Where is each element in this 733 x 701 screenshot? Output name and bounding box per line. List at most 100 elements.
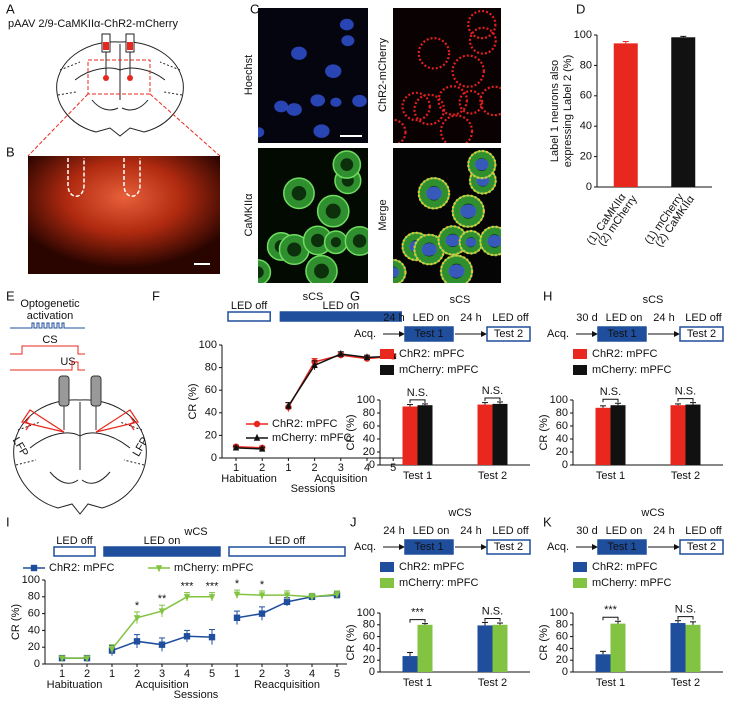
y-tick-label: 0 bbox=[369, 666, 375, 678]
bar bbox=[402, 406, 418, 465]
protocol-start: Acq. bbox=[547, 541, 569, 553]
x-tick-label: 1 bbox=[285, 462, 291, 474]
protocol-condition: LED on bbox=[413, 312, 450, 324]
panel-label: A bbox=[6, 1, 15, 16]
legend-label: ChR2: mPFC bbox=[399, 561, 464, 573]
marker bbox=[208, 594, 216, 601]
brain-diagram bbox=[13, 399, 147, 515]
chart-title: sCS bbox=[303, 291, 324, 303]
group-label: Acquisition bbox=[135, 679, 188, 691]
panel-label: K bbox=[543, 514, 552, 529]
bar bbox=[417, 624, 433, 672]
y-tick-label: 80 bbox=[556, 407, 568, 419]
chart-title: wCS bbox=[447, 507, 471, 519]
legend-swatch bbox=[573, 365, 587, 375]
arrow-head bbox=[592, 544, 598, 550]
protocol-condition: LED off bbox=[685, 525, 722, 537]
nucleus bbox=[460, 204, 477, 218]
significance-bracket bbox=[409, 619, 426, 623]
nucleus bbox=[421, 243, 437, 256]
nucleus bbox=[291, 46, 307, 60]
nucleus bbox=[325, 64, 342, 78]
cell-membrane bbox=[401, 91, 431, 122]
test-label: Test 1 bbox=[414, 328, 443, 340]
x-tick-label: 3 bbox=[159, 668, 165, 680]
chart-title: sCS bbox=[643, 294, 664, 306]
x-tick-label: 1 bbox=[59, 668, 65, 680]
y-tick-label: 40 bbox=[28, 624, 40, 636]
y-tick-label: 80 bbox=[556, 619, 568, 631]
cell-membrane bbox=[417, 176, 451, 210]
y-tick-label: 20 bbox=[363, 654, 375, 666]
protocol-start: Acq. bbox=[547, 328, 569, 340]
bar bbox=[402, 656, 418, 672]
y-tick-label: 20 bbox=[28, 641, 40, 653]
stimulus-label: activation bbox=[27, 310, 73, 322]
arrow-head bbox=[399, 544, 405, 550]
nucleus bbox=[339, 18, 354, 31]
legend-label: mCherry: mPFC bbox=[592, 364, 672, 376]
group-label: Habituation bbox=[221, 473, 277, 485]
significance: *** bbox=[604, 604, 618, 616]
legend-label: mCherry: mPFC bbox=[272, 432, 352, 444]
bar bbox=[671, 37, 696, 187]
x-tick-label: Test 2 bbox=[671, 470, 700, 482]
x-tick-label: Test 1 bbox=[403, 677, 432, 689]
marker bbox=[285, 401, 292, 409]
protocol-interval: 24 h bbox=[460, 525, 481, 537]
x-tick-label: 1 bbox=[109, 668, 115, 680]
nucleus bbox=[426, 186, 442, 200]
y-tick-label: 100 bbox=[22, 574, 40, 586]
protocol-interval: 24 h bbox=[460, 312, 481, 324]
significance: * bbox=[260, 579, 265, 591]
arrow-head bbox=[674, 331, 680, 337]
marker bbox=[233, 591, 241, 599]
nucleus bbox=[393, 267, 400, 278]
cs-trace bbox=[10, 345, 85, 355]
protocol-condition: LED on bbox=[606, 525, 643, 537]
cell-membrane bbox=[413, 93, 446, 126]
marker bbox=[83, 655, 91, 663]
x-tick-label: 5 bbox=[334, 668, 340, 680]
legend-swatch bbox=[380, 578, 394, 588]
protocol-start: Acq. bbox=[354, 541, 376, 553]
marker bbox=[133, 615, 141, 622]
x-tick-label: Test 1 bbox=[596, 470, 625, 482]
panel-label: I bbox=[6, 514, 10, 529]
y-tick-label: 0 bbox=[211, 452, 217, 464]
test-box bbox=[404, 326, 454, 342]
x-tick-label: 4 bbox=[309, 668, 315, 680]
y-tick-label: 80 bbox=[363, 619, 375, 631]
protocol-condition: LED off bbox=[492, 312, 529, 324]
image-label: Hoechst bbox=[243, 55, 255, 95]
cell-core bbox=[258, 266, 264, 279]
condition-label: LED on bbox=[144, 535, 181, 547]
y-tick-label: 60 bbox=[556, 420, 568, 432]
y-tick-label: 100 bbox=[357, 607, 375, 619]
condition-bar bbox=[103, 546, 221, 557]
cell-core bbox=[325, 203, 341, 219]
nucleus bbox=[474, 158, 489, 171]
construct-label: pAAV 2/9-CaMKIIα-ChR2-mCherry bbox=[8, 18, 178, 30]
marker bbox=[133, 638, 141, 645]
bar bbox=[492, 403, 508, 465]
group-label: Acquisition bbox=[314, 473, 367, 485]
marker bbox=[283, 592, 291, 600]
significance: ** bbox=[158, 593, 167, 605]
y-tick-label: 20 bbox=[205, 429, 217, 441]
group-label: Reacquisition bbox=[254, 679, 320, 691]
series-line bbox=[235, 447, 263, 450]
bar bbox=[613, 43, 638, 187]
test-label: Test 2 bbox=[494, 541, 523, 553]
panel-label: C bbox=[250, 1, 259, 16]
nucleus bbox=[286, 103, 302, 116]
y-tick-label: 20 bbox=[363, 446, 375, 458]
y-tick-label: 0 bbox=[34, 658, 40, 670]
marker bbox=[308, 594, 316, 601]
nucleus bbox=[274, 100, 289, 113]
cell-body bbox=[258, 259, 272, 283]
protocol-interval: 24 h bbox=[383, 312, 404, 324]
marker bbox=[337, 349, 344, 357]
protocol-condition: LED off bbox=[685, 312, 722, 324]
cell-membrane bbox=[439, 114, 474, 143]
